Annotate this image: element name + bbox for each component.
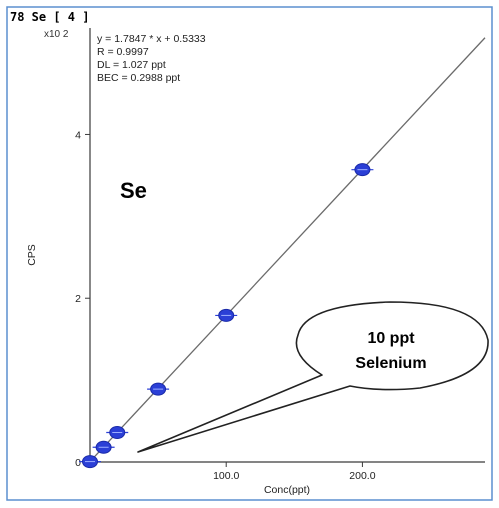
callout-shape (137, 301, 489, 453)
callout: 10 ppt Selenium (137, 301, 489, 453)
data-point (79, 455, 101, 469)
stat-r: R = 0.9997 (97, 46, 149, 58)
axis-ticks: 100.0 200.0 0 2 4 (75, 129, 376, 482)
x-axis-label: Conc(ppt) (264, 484, 310, 496)
callout-line-2: Selenium (355, 355, 426, 372)
element-label: Se (120, 178, 147, 203)
data-point (92, 440, 115, 454)
chart-border (6, 6, 493, 501)
x-tick-label: 100.0 (213, 470, 239, 482)
fit-statistics: y = 1.7847 * x + 0.5333 R = 0.9997 DL = … (97, 33, 206, 84)
y-tick-label: 4 (75, 129, 81, 141)
y-tick-label: 0 (75, 457, 81, 469)
callout-line-1: 10 ppt (367, 330, 415, 347)
data-point (351, 163, 374, 177)
y-axis-label: CPS (26, 244, 38, 266)
y-multiplier: x10 2 (44, 29, 69, 40)
chart-title: 78 Se [ 4 ] (10, 10, 89, 24)
data-points (79, 163, 374, 469)
data-point (147, 382, 170, 396)
data-point (106, 426, 129, 440)
stat-equation: y = 1.7847 * x + 0.5333 (97, 33, 206, 45)
stat-bec: BEC = 0.2988 ppt (97, 72, 180, 84)
stat-dl: DL = 1.027 ppt (97, 59, 166, 71)
data-point (215, 308, 238, 322)
x-tick-label: 200.0 (349, 470, 375, 482)
y-tick-label: 2 (75, 293, 81, 305)
